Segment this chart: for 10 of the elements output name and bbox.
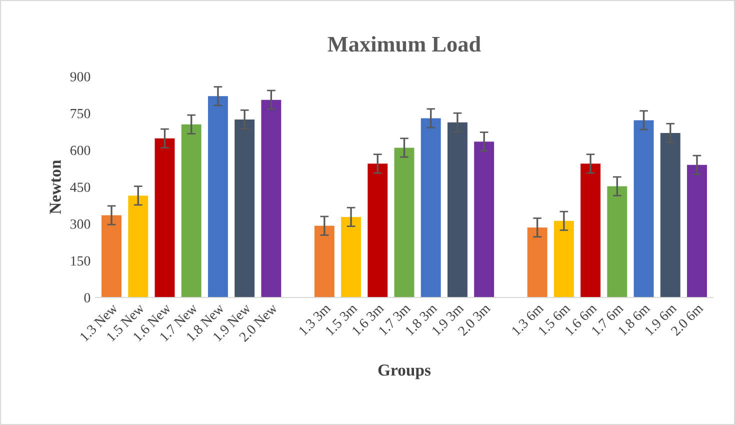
y-axis-title: Newton [50, 160, 61, 214]
y-tick-label: 150 [71, 256, 90, 266]
y-tick-label: 750 [70, 108, 90, 118]
y-tick-label: 300 [70, 219, 90, 229]
y-tick-label: 450 [70, 182, 90, 192]
chart-title: Maximum Load [328, 36, 481, 52]
y-tick-label: 600 [70, 146, 90, 156]
y-tick-label: 0 [84, 293, 90, 302]
y-tick-label: 900 [70, 72, 90, 82]
x-axis-title: Groups [378, 364, 431, 380]
